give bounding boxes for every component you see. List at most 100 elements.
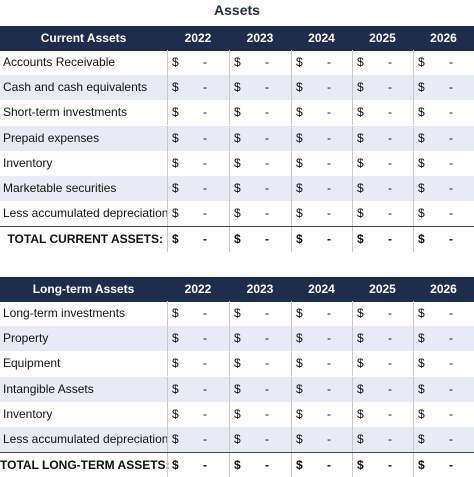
currency-symbol: $ [357,331,364,346]
cell-value: - [388,130,392,145]
column-divider [229,301,230,326]
column-divider [167,75,168,101]
currency-symbol: $ [418,130,425,145]
column-divider [352,376,353,402]
cell-value: - [203,55,207,69]
data-row: Marketable securities $ - $ - $ - $ - $ - [0,176,474,201]
data-row: Inventory $ - $ - $ - $ - $ - [0,401,474,427]
column-divider [352,351,353,377]
currency-symbol: $ [296,331,303,346]
column-divider [291,227,292,253]
column-divider [229,100,230,126]
row-label: Marketable securities [3,181,117,195]
column-divider [229,453,230,477]
cell-value: - [265,356,269,371]
currency-symbol: $ [357,55,364,69]
cell-value: - [449,130,453,145]
currency-symbol: $ [234,181,241,195]
cell-value: - [203,406,207,421]
cell-value: - [265,181,269,195]
currency-symbol: $ [296,458,303,473]
cell-value: - [449,432,453,446]
cell-value: - [265,381,269,396]
cell-value: - [327,181,331,195]
currency-symbol: $ [418,232,425,247]
column-divider [291,125,292,151]
cell-value: - [388,55,392,69]
column-divider [352,301,353,326]
currency-symbol: $ [418,181,425,195]
header-row: Long-term Assets 2022 2023 2024 2025 2026 [0,277,474,302]
header-cell: 2022 [184,282,212,296]
cell-value: - [449,80,453,95]
data-row: Inventory $ - $ - $ - $ - $ - [0,150,474,176]
currency-symbol: $ [172,356,179,371]
currency-symbol: $ [234,232,241,247]
currency-symbol: $ [418,55,425,69]
column-divider [291,201,292,227]
currency-symbol: $ [357,232,364,247]
cell-value: - [449,406,453,421]
currency-symbol: $ [296,105,303,120]
header-cell: 2025 [369,282,396,296]
column-divider [352,176,353,201]
currency-symbol: $ [234,105,241,120]
cell-value: - [265,331,269,346]
cell-value: - [203,356,207,371]
column-divider [413,301,414,326]
currency-symbol: $ [234,206,241,221]
column-divider [352,150,353,176]
row-label: Property [3,331,49,346]
currency-symbol: $ [172,458,179,473]
cell-value: - [203,232,207,247]
column-divider [413,227,414,253]
currency-symbol: $ [172,331,179,346]
currency-symbol: $ [296,155,303,170]
cell-value: - [265,80,269,95]
column-divider [229,351,230,377]
cell-value: - [203,206,207,221]
column-divider [167,176,168,201]
row-label: Less accumulated depreciation [3,206,169,221]
cell-value: - [203,306,207,320]
currency-symbol: $ [418,356,425,371]
column-divider [167,453,168,477]
column-divider [291,427,292,452]
cell-value: - [265,155,269,170]
cell-value: - [388,105,392,120]
cell-value: - [265,55,269,69]
cell-value: - [327,155,331,170]
header-cell: 2026 [430,282,457,296]
cell-value: - [449,458,453,473]
cell-value: - [449,181,453,195]
currency-symbol: $ [357,306,364,320]
cell-value: - [327,206,331,221]
cell-value: - [203,181,207,195]
column-divider [291,100,292,126]
cell-value: - [327,381,331,396]
cell-value: - [449,55,453,69]
currency-symbol: $ [172,130,179,145]
cell-value: - [327,458,331,473]
header-cell: 2024 [308,282,335,296]
currency-symbol: $ [296,55,303,69]
header-cell: 2024 [308,31,335,45]
column-divider [413,376,414,402]
row-label: Prepaid expenses [3,130,100,145]
currency-symbol: $ [357,432,364,446]
cell-value: - [388,80,392,95]
currency-symbol: $ [234,331,241,346]
currency-symbol: $ [296,181,303,195]
currency-symbol: $ [172,406,179,421]
cell-value: - [203,80,207,95]
cell-value: - [449,155,453,170]
cell-value: - [327,55,331,69]
column-divider [352,100,353,126]
currency-symbol: $ [357,130,364,145]
cell-value: - [203,105,207,120]
data-row: Accounts Receivable $ - $ - $ - $ - $ - [0,50,474,75]
cell-value: - [327,80,331,95]
currency-symbol: $ [234,130,241,145]
currency-symbol: $ [418,458,425,473]
row-label: Less accumulated depreciation [3,432,169,446]
